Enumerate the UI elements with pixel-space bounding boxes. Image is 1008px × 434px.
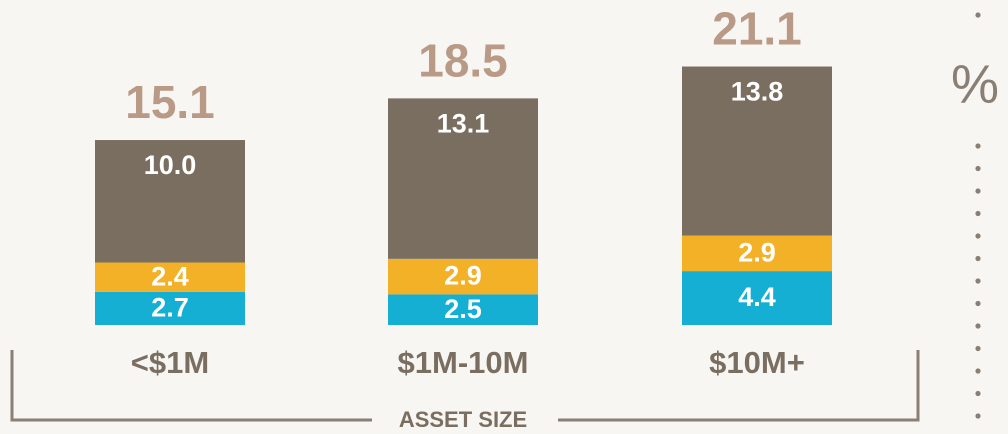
data-label: 4.4 [738, 282, 776, 312]
data-label: 2.9 [738, 237, 776, 267]
dot [975, 233, 981, 239]
data-label: 2.5 [444, 294, 482, 324]
dot [975, 143, 981, 149]
dot [975, 188, 981, 194]
dot [975, 390, 981, 397]
bar-segment [388, 258, 538, 295]
x-tick-label: $1M-10M [398, 345, 529, 380]
bar-segment [95, 291, 245, 325]
bar-segment [682, 235, 832, 272]
axis-bracket-right [558, 350, 920, 422]
dot [975, 255, 981, 262]
data-label: 13.1 [437, 109, 490, 139]
unit-label: % [951, 54, 999, 114]
total-label: 15.1 [125, 76, 215, 128]
dot [975, 300, 981, 307]
data-label: 2.4 [151, 261, 189, 291]
bar-segment [388, 98, 538, 259]
dot-divider [975, 12, 981, 419]
bar-segment [95, 262, 245, 292]
data-label: 13.8 [731, 77, 784, 107]
axis-bracket-left [10, 350, 372, 422]
bar-segment [388, 294, 538, 325]
data-label: 10.0 [144, 150, 197, 180]
x-tick-label: $10M+ [709, 345, 805, 380]
dot [975, 368, 981, 374]
dot [975, 323, 981, 329]
dot [975, 278, 981, 284]
total-label: 21.1 [712, 3, 802, 55]
dot [975, 210, 981, 217]
dot [975, 12, 981, 18]
data-label: 2.7 [151, 293, 189, 323]
x-axis-label: ASSET SIZE [399, 407, 527, 432]
total-label: 18.5 [418, 35, 508, 87]
data-label: 2.9 [444, 261, 482, 291]
dot [975, 165, 981, 172]
dot [975, 345, 981, 352]
bar-segment [682, 271, 832, 325]
bar-segment [682, 66, 832, 236]
x-tick-label: <$1M [131, 345, 209, 380]
dot [975, 413, 981, 419]
bar-segment [95, 140, 245, 263]
